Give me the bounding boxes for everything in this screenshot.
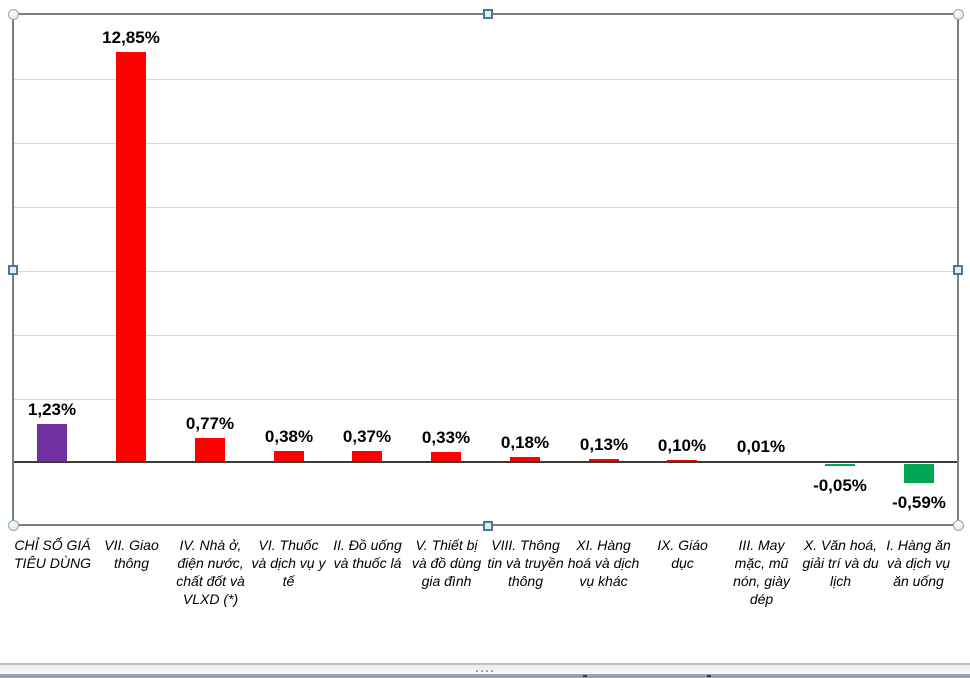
bar[interactable] xyxy=(825,464,855,466)
bar-value-label: -0,05% xyxy=(813,476,867,495)
window-bottom-edge xyxy=(0,674,970,678)
selection-handle-bottom-center-icon[interactable] xyxy=(483,521,493,531)
bar[interactable] xyxy=(904,464,934,483)
selection-handle-top-center-icon[interactable] xyxy=(483,9,493,19)
category-label: VIII. Thông tin và truyền thông xyxy=(487,537,564,589)
bar[interactable] xyxy=(116,52,146,463)
bar-value-label: 0,18% xyxy=(500,433,550,452)
gridline xyxy=(14,143,957,144)
bar-value-label: 0,13% xyxy=(579,435,629,454)
resize-dots-icon xyxy=(486,670,488,672)
resize-dots-icon xyxy=(476,670,478,672)
bar-value-label: 0,37% xyxy=(342,427,392,446)
bar-value-label: 0,33% xyxy=(421,428,471,447)
bar[interactable] xyxy=(431,452,461,463)
window-edge-mark xyxy=(583,675,587,677)
bar[interactable] xyxy=(37,424,67,463)
category-label: CHỈ SỐ GIÁ TIÊU DÙNG xyxy=(14,537,91,571)
category-label: IV. Nhà ở, điện nước, chất đốt và VLXD (… xyxy=(176,537,245,607)
gridline xyxy=(14,207,957,208)
selection-handle-middle-left-icon[interactable] xyxy=(8,265,18,275)
selection-handle-top-right-icon[interactable] xyxy=(953,9,964,20)
bar-value-label: 1,23% xyxy=(27,400,77,419)
category-label: X. Văn hoá, giải trí và du lịch xyxy=(802,537,879,589)
window-bottom-divider xyxy=(0,663,970,665)
gridline xyxy=(14,79,957,80)
bar-value-label: -0,59% xyxy=(892,493,946,512)
resize-dots-icon xyxy=(491,670,493,672)
category-label: VII. Giao thông xyxy=(104,537,159,571)
bar-value-label: 0,77% xyxy=(185,414,235,433)
selection-handle-middle-right-icon[interactable] xyxy=(953,265,963,275)
bar-value-label: 0,10% xyxy=(657,436,707,455)
window-bottom-highlight xyxy=(0,673,970,674)
selection-handle-top-left-icon[interactable] xyxy=(8,9,19,20)
selection-handle-bottom-right-icon[interactable] xyxy=(953,520,964,531)
category-label: V. Thiết bị và đồ dùng gia đình xyxy=(411,537,482,589)
category-label: III. May mặc, mũ nón, giày dép xyxy=(733,537,790,607)
category-label: II. Đồ uống và thuốc lá xyxy=(333,537,402,571)
category-label: XI. Hàng hoá và dịch vụ khác xyxy=(567,537,640,589)
bar-value-label: 0,38% xyxy=(264,427,314,446)
category-label: I. Hàng ăn và dịch vụ ăn uống xyxy=(886,537,951,589)
bar[interactable] xyxy=(195,438,225,463)
category-label: VI. Thuốc và dịch vụ y tế xyxy=(251,537,326,589)
bar-value-label: 0,01% xyxy=(736,437,786,456)
category-label: IX. Giáo dục xyxy=(657,537,708,571)
x-axis-line xyxy=(14,461,957,463)
bar[interactable] xyxy=(274,451,304,463)
window-bottom-strip-light xyxy=(0,665,970,669)
gridline xyxy=(14,335,957,336)
bar[interactable] xyxy=(510,457,540,463)
bar-value-label: 12,85% xyxy=(102,28,160,47)
window-bottom-strip xyxy=(0,669,970,673)
gridline xyxy=(14,399,957,400)
resize-dots-icon xyxy=(481,670,483,672)
selection-handle-bottom-left-icon[interactable] xyxy=(8,520,19,531)
gridline xyxy=(14,271,957,272)
window-edge-mark xyxy=(707,675,711,677)
bar[interactable] xyxy=(352,451,382,463)
